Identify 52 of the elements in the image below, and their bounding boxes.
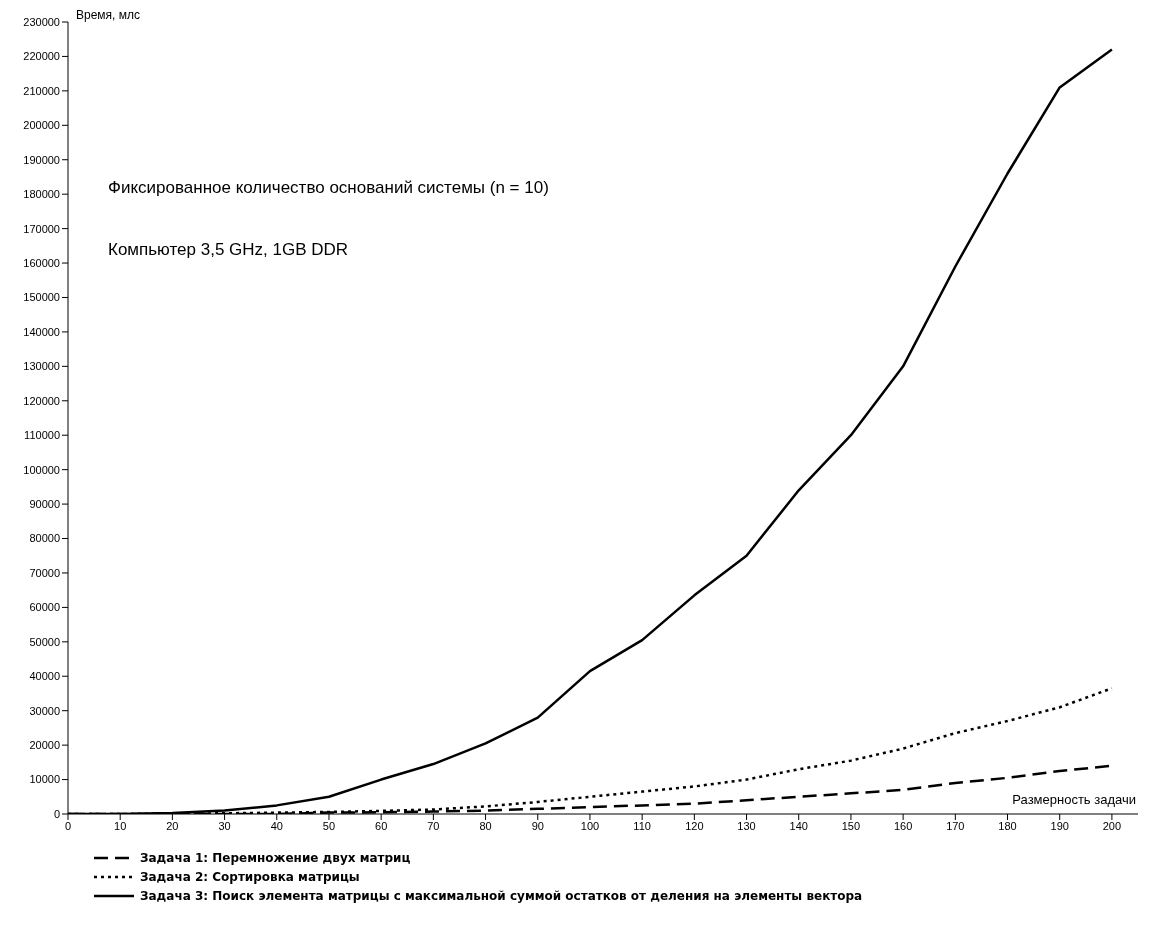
y-tick-label: 130000 — [23, 360, 60, 373]
y-tick-label: 110000 — [24, 429, 60, 442]
x-tick-label: 120 — [685, 819, 704, 832]
x-tick-label: 50 — [322, 819, 336, 832]
x-tick-label: 80 — [479, 819, 492, 832]
y-tick-label: 30000 — [29, 704, 60, 717]
x-tick-label: 30 — [218, 819, 231, 832]
y-tick-label: 200000 — [23, 119, 60, 132]
x-tick-label: 150 — [841, 819, 861, 832]
x-axis-title: Размерность задачи — [1012, 792, 1136, 807]
annotation: Компьютер 3,5 GHz, 1GB DDR — [108, 240, 349, 260]
y-tick-label: 230000 — [23, 15, 60, 28]
x-tick-label: 170 — [946, 819, 965, 832]
y-tick-label: 70000 — [29, 566, 60, 579]
y-tick-label: 90000 — [29, 497, 60, 510]
x-tick-label: 10 — [114, 819, 127, 832]
x-tick-label: 200 — [1102, 819, 1122, 832]
y-tick-label: 80000 — [29, 532, 60, 545]
legend-label: Задача 2: Сортировка матрицы — [140, 869, 360, 884]
x-tick-label: 130 — [737, 819, 756, 832]
x-tick-label: 40 — [270, 819, 283, 832]
y-tick-label: 40000 — [29, 670, 60, 683]
legend-label: Задача 3: Поиск элемента матрицы с максимальной суммой остатков от деления на элементы вектора — [140, 888, 863, 903]
y-tick-label: 210000 — [23, 84, 60, 97]
y-tick-label: 100000 — [23, 463, 60, 476]
x-tick-label: 140 — [789, 819, 808, 832]
x-tick-label: 20 — [166, 819, 179, 832]
y-tick-label: 150000 — [23, 291, 60, 304]
y-tick-label: 60000 — [29, 601, 60, 614]
y-tick-label: 50000 — [29, 635, 60, 648]
y-axis-title: Время, млс — [76, 8, 141, 22]
annotation: Фиксированное количество оснований системы (n = 10) — [108, 178, 549, 198]
legend-label: Задача 1: Перемножение двух матриц — [140, 850, 411, 865]
y-tick-label: 20000 — [29, 739, 60, 752]
x-tick-label: 190 — [1050, 819, 1069, 832]
y-tick-label: 0 — [53, 807, 60, 820]
x-tick-label: 70 — [427, 819, 440, 832]
x-tick-label: 60 — [375, 819, 388, 832]
y-tick-label: 160000 — [23, 256, 60, 269]
y-tick-label: 170000 — [23, 222, 60, 235]
x-tick-label: 110 — [633, 819, 651, 832]
x-tick-label: 90 — [531, 819, 544, 832]
y-tick-label: 190000 — [23, 153, 60, 166]
y-tick-label: 120000 — [23, 394, 60, 407]
y-tick-label: 220000 — [23, 50, 60, 63]
y-tick-label: 140000 — [23, 325, 60, 338]
x-tick-label: 0 — [64, 819, 72, 832]
y-tick-label: 180000 — [23, 188, 60, 201]
x-tick-label: 160 — [893, 819, 913, 832]
x-tick-label: 180 — [998, 819, 1017, 832]
y-tick-label: 10000 — [29, 773, 60, 786]
x-tick-label: 100 — [580, 819, 600, 832]
